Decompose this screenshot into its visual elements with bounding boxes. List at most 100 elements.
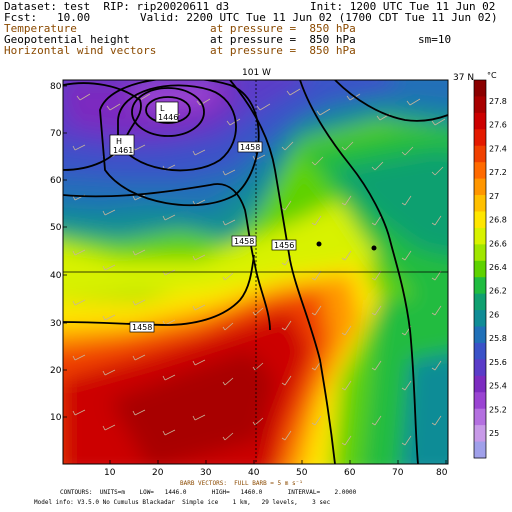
height-contours (63, 80, 448, 464)
colorbar-swatch (474, 375, 486, 393)
field-height-level: at pressure = 850 hPa (210, 33, 356, 46)
colorbar-label: 27.8 (489, 97, 507, 106)
plot-frame (62, 79, 449, 465)
contour-1456-east (299, 80, 419, 464)
contour-high-west (63, 82, 142, 171)
contour-label-high: H (116, 137, 122, 146)
meridian-label: 101 W (242, 68, 271, 78)
x-tick-label: 70 (392, 468, 404, 478)
init-label: Init: 1200 UTC Tue 11 Jun 02 (310, 0, 496, 13)
contour-label-1446: 1446 (158, 113, 178, 122)
colorbar-label: 25 (489, 429, 499, 438)
colorbar-swatch (474, 227, 486, 245)
field-temperature-level: at pressure = 850 hPa (210, 22, 356, 35)
x-tick-label: 40 (248, 468, 260, 478)
contour-label-1456: 1456 (274, 241, 294, 250)
colorbar-swatch (474, 178, 486, 196)
y-axis-labels: 10 20 30 40 50 60 70 80 (50, 82, 62, 423)
colorbar-swatch (474, 211, 486, 229)
colorbar-swatch (474, 244, 486, 262)
station-dot (316, 241, 322, 247)
y-tick-label: 60 (50, 176, 62, 186)
temperature-shading (63, 80, 448, 464)
colorbar-swatch (474, 96, 486, 114)
colorbar-swatch (474, 260, 486, 278)
colorbar-label: 26.2 (489, 287, 507, 296)
parallel-label: 37 N (453, 73, 474, 83)
colorbar-swatch (474, 129, 486, 147)
contour-1458 (63, 183, 271, 331)
field-wind-label: Horizontal wind vectors (4, 44, 157, 57)
x-axis-labels: 10 20 30 40 50 60 70 80 (104, 468, 448, 478)
colorbar-label: 27.6 (489, 121, 507, 130)
y-tick-label: 20 (50, 366, 62, 376)
contour-1456-center (229, 80, 336, 464)
colorbar-label: 26.6 (489, 239, 507, 248)
colorbar-unit: °C (487, 71, 497, 80)
contour-label-1458-north: 1458 (240, 143, 260, 152)
colorbar-swatch (474, 326, 486, 344)
colorbar-swatch (474, 145, 486, 163)
colorbar-swatch (474, 408, 486, 426)
contour-label-1458-center: 1458 (234, 237, 254, 246)
colorbar-labels: 27.8 27.6 27.4 27.2 27 26.8 26.6 26.4 26.2 26 25.8… (489, 97, 507, 438)
contour-low-mid (131, 87, 205, 137)
colorbar-label: 25.6 (489, 358, 507, 367)
y-tick-label: 10 (50, 413, 62, 423)
x-tick-label: 50 (296, 468, 308, 478)
y-tick-label: 30 (50, 319, 62, 329)
colorbar-swatch (474, 441, 486, 459)
valid-label: Valid: 2200 UTC Tue 11 Jun 02 (1700 CDT … (140, 11, 498, 24)
colorbar-swatches (474, 80, 486, 459)
colorbar-swatch (474, 80, 486, 97)
y-tick-label: 40 (50, 271, 62, 281)
colorbar-label: 27 (489, 192, 499, 201)
contour-labels: L 1446 H 1461 1458 1458 1456 1458 (109, 101, 297, 333)
colorbar-swatch (474, 310, 486, 328)
barb-legend: BARB VECTORS: FULL BARB = 5 m s⁻¹ (180, 480, 303, 487)
colorbar-frame (473, 79, 487, 459)
x-tick-label: 20 (152, 468, 164, 478)
colorbar: °C 27.827.627.427.22726.826.626.426.2262… (473, 71, 507, 459)
x-tick-label: 80 (436, 468, 448, 478)
field-temperature-label: Temperature (4, 22, 77, 35)
colorbar-swatch (474, 425, 486, 443)
contour-label-1461: 1461 (113, 146, 133, 155)
axis-ticks (63, 85, 447, 464)
contour-1458-south (63, 254, 255, 326)
forecast-label: Fcst: 10.00 (4, 11, 91, 24)
field-wind-level: at pressure = 850 hPa (210, 44, 356, 57)
colorbar-swatch (474, 342, 486, 360)
dataset-label: Dataset: test RIP: rip20020611 d3 (4, 0, 230, 13)
model-info: Model info: V3.5.0 No Cumulus Blackadar … (34, 499, 331, 506)
colorbar-swatch (474, 162, 486, 180)
colorbar-swatch (474, 195, 486, 212)
colorbar-label: 25.8 (489, 334, 507, 343)
colorbar-swatch (474, 277, 486, 295)
colorbar-label: 27.2 (489, 168, 507, 177)
x-tick-label: 10 (104, 468, 116, 478)
station-dot (371, 245, 377, 251)
x-tick-label: 60 (344, 468, 356, 478)
contour-northeast (334, 80, 448, 122)
field-height-label: Geopotential height (4, 33, 130, 46)
colorbar-swatch (474, 359, 486, 377)
x-tick-label: 30 (200, 468, 212, 478)
colorbar-label: 26 (489, 310, 499, 319)
colorbar-label: 26.8 (489, 216, 507, 225)
colorbar-label: 27.4 (489, 144, 507, 153)
colorbar-swatch (474, 112, 486, 130)
smoothing-label: sm=10 (418, 33, 452, 46)
y-tick-label: 50 (50, 223, 62, 233)
contour-label-1458-south: 1458 (132, 323, 152, 332)
colorbar-label: 26.4 (489, 263, 507, 272)
contour-info: CONTOURS: UNITS=m LOW= 1446.0 HIGH= 1460… (60, 489, 357, 496)
colorbar-label: 25.4 (489, 382, 507, 391)
y-tick-label: 70 (50, 129, 62, 139)
y-tick-label: 80 (50, 82, 62, 92)
contour-low-inner (145, 96, 191, 124)
colorbar-swatch (474, 392, 486, 410)
colorbar-label: 25.2 (489, 405, 507, 414)
contour-low-outer (117, 84, 237, 172)
